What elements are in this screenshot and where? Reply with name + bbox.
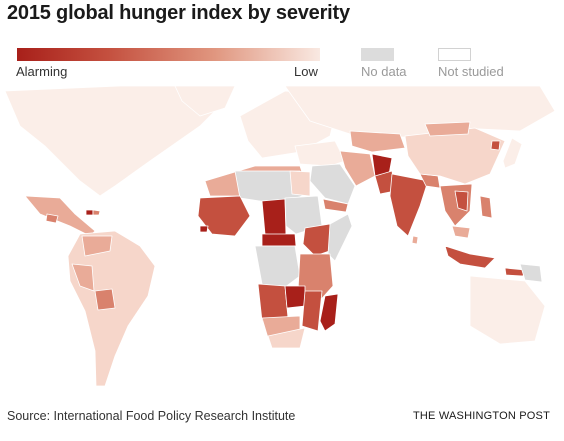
west-africa	[197, 195, 251, 237]
legend-gradient-bar	[17, 48, 320, 61]
mozambique	[301, 290, 323, 332]
sri-lanka	[411, 235, 419, 245]
indonesia	[444, 245, 496, 269]
timor-leste	[504, 267, 526, 277]
mexico-central-america	[24, 195, 96, 237]
philippines	[479, 195, 493, 219]
central-asia	[349, 130, 406, 153]
guatemala	[45, 213, 59, 224]
haiti	[85, 209, 94, 216]
laos-cambodia	[454, 190, 469, 212]
sierra-leone	[199, 225, 209, 233]
greenland	[174, 86, 236, 117]
source-credit: Source: International Food Policy Resear…	[7, 409, 296, 423]
north-america	[4, 86, 221, 197]
venezuela-colombia	[81, 235, 113, 257]
legend-not-studied-label: Not studied	[438, 64, 504, 79]
malaysia	[451, 225, 471, 239]
korea-north	[490, 140, 501, 151]
yemen	[322, 198, 349, 213]
zambia	[284, 285, 306, 309]
japan	[502, 137, 523, 169]
chad	[261, 198, 287, 237]
middle-east	[294, 140, 346, 167]
australia	[469, 275, 546, 345]
dominican-republic	[92, 209, 101, 216]
india	[389, 173, 429, 237]
legend-no-data-label: No data	[361, 64, 407, 79]
legend-low-label: Low	[294, 64, 318, 79]
bolivia	[94, 288, 116, 311]
central-african-republic	[261, 233, 297, 247]
congo-drc	[254, 245, 301, 292]
legend-alarming-label: Alarming	[16, 64, 68, 79]
china	[404, 127, 506, 185]
iran	[339, 150, 376, 187]
peru-ecuador	[71, 263, 95, 292]
publisher-credit: THE WASHINGTON POST	[412, 410, 550, 422]
world-map	[4, 86, 556, 387]
chart-title: 2015 global hunger index by severity	[7, 2, 350, 24]
legend-no-data-swatch	[361, 48, 394, 61]
somalia	[327, 213, 353, 262]
mongolia	[424, 121, 471, 137]
south-africa	[267, 327, 306, 349]
madagascar	[319, 293, 339, 332]
papua-new-guinea	[519, 263, 543, 283]
legend-not-studied-swatch	[438, 48, 471, 61]
angola	[257, 283, 289, 322]
egypt	[289, 170, 311, 197]
